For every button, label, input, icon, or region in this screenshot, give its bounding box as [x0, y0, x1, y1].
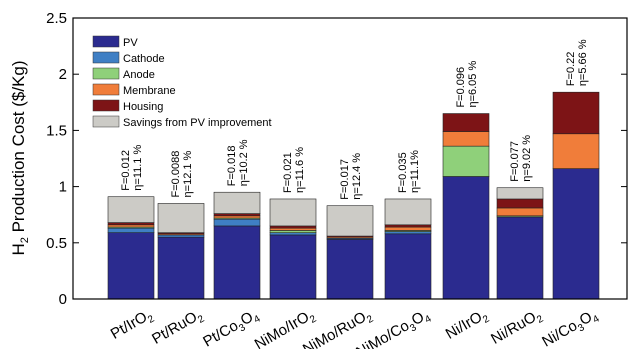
bar-segment-anode-6 [442, 145, 490, 177]
x-tick-label-8: Ni/Co3O4 [539, 306, 602, 349]
bar-segment-housing-5 [384, 224, 432, 228]
annotation-f-3: F=0.021 [282, 152, 294, 193]
bar-segment-pv-8 [552, 168, 600, 300]
y-tick-label-1: 0.5 [46, 235, 67, 252]
legend: PV Cathode Anode Membrane Housing Savings fro… [92, 35, 272, 129]
bar-segment-cathode-0 [107, 227, 155, 233]
legend-swatch-2 [92, 67, 120, 80]
x-tick-label-6: Ni/IrO2 [443, 306, 492, 346]
bar-segment-pv-6 [442, 176, 490, 300]
bar-segment-membrane-8 [552, 133, 600, 169]
bar-segment-membrane-2 [213, 215, 261, 219]
legend-label-5: Savings from PV improvement [123, 117, 272, 129]
annotation-eta-5: η=11.1% [409, 150, 421, 193]
annotation-f-5: F=0.035 [397, 152, 409, 193]
legend-swatch-4 [92, 99, 120, 112]
bar-segment-membrane-7 [496, 207, 544, 217]
annotation-eta-4: η=12.4 % [351, 153, 363, 200]
plot-frame [72, 17, 628, 300]
legend-swatch-3 [92, 83, 120, 96]
legend-label-0: PV [123, 37, 138, 49]
bar-segment-anode-3 [269, 230, 317, 233]
bar-segment-membrane-3 [269, 227, 317, 231]
bar-segment-savings-from-pv-improvement-3 [269, 198, 317, 227]
bar-segment-savings-from-pv-improvement-4 [326, 205, 374, 237]
bar-segment-membrane-6 [442, 131, 490, 147]
y-tick-label-4: 2 [59, 66, 67, 83]
annotation-eta-2: η=10.2 % [238, 139, 250, 186]
y-tick-label-3: 1.5 [46, 122, 67, 139]
y-axis-label: H2 Production Cost ($/Kg) [9, 60, 31, 255]
bar-segment-savings-from-pv-improvement-7 [496, 187, 544, 200]
legend-swatch-1 [92, 51, 120, 64]
legend-label-2: Anode [123, 69, 155, 81]
bar-segment-membrane-5 [384, 226, 432, 231]
y-tick-label-5: 2.5 [46, 10, 67, 27]
y-tick-label-0: 0 [59, 291, 67, 308]
bar-segment-cathode-2 [213, 218, 261, 227]
x-tick-label-1: Pt/RuO2 [149, 306, 207, 349]
bar-segment-pv-1 [157, 236, 205, 300]
annotation-eta-1: η=12.1 % [182, 150, 194, 197]
legend-swatch-5 [92, 115, 120, 128]
bar-segment-pv-4 [326, 239, 374, 300]
annotation-f-7: F=0.077 [509, 141, 521, 182]
bar-segment-housing-6 [442, 113, 490, 132]
annotation-f-8: F=0.22 [565, 52, 577, 87]
legend-label-1: Cathode [123, 53, 165, 65]
bar-segment-housing-3 [269, 225, 317, 229]
x-tick-label-0: Pt/IrO2 [108, 306, 157, 346]
annotation-f-0: F=0.012 [120, 150, 132, 191]
bar-segment-pv-3 [269, 234, 317, 300]
bar-segment-cathode-5 [384, 231, 432, 235]
annotation-eta-6: η=6.05 % [467, 61, 479, 108]
bar-segment-cathode-3 [269, 232, 317, 236]
bar-segment-housing-2 [213, 213, 261, 217]
legend-label-4: Housing [123, 101, 163, 113]
bar-segment-pv-2 [213, 225, 261, 300]
bars-group [107, 91, 600, 300]
y-tick-label-2: 1 [59, 179, 67, 196]
annotation-f-6: F=0.096 [455, 67, 467, 108]
legend-swatch-0 [92, 35, 120, 48]
annotation-f-4: F=0.017 [339, 159, 351, 200]
x-tick-labels: Pt/IrO2Pt/RuO2Pt/Co3O4NiMo/IrO2NiMo/RuO2… [108, 306, 602, 349]
annotation-eta-8: η=5.66 % [577, 39, 589, 86]
annotation-eta-3: η=11.6 % [294, 147, 306, 193]
annotations-group: F=0.012 η=11.1 % F=0.0088 η=12.1 % F=0.018 η=… [120, 39, 589, 200]
legend-label-3: Membrane [123, 85, 176, 97]
bar-segment-savings-from-pv-improvement-2 [213, 191, 261, 214]
annotation-eta-0: η=11.1 % [132, 145, 144, 191]
annotation-f-1: F=0.0088 [170, 151, 182, 198]
bar-segment-housing-8 [552, 91, 600, 135]
annotation-eta-7: η=9.02 % [521, 135, 533, 182]
bar-segment-cathode-1 [157, 234, 205, 238]
bar-segment-savings-from-pv-improvement-0 [107, 196, 155, 223]
x-tick-label-5: NiMo/Co3O4 [353, 306, 434, 349]
bar-segment-pv-5 [384, 233, 432, 300]
x-tick-label-7: Ni/RuO2 [488, 306, 546, 349]
bar-segment-housing-7 [496, 198, 544, 209]
bar-segment-savings-from-pv-improvement-5 [384, 198, 432, 226]
annotation-f-2: F=0.018 [226, 146, 238, 187]
bar-segment-housing-0 [107, 222, 155, 226]
axes-group: 0 0.5 1 1.5 2 2.5 [46, 10, 628, 308]
bar-segment-pv-7 [496, 216, 544, 300]
bar-segment-pv-0 [107, 232, 155, 300]
bar-segment-membrane-0 [107, 224, 155, 228]
bar-segment-savings-from-pv-improvement-1 [157, 203, 205, 233]
